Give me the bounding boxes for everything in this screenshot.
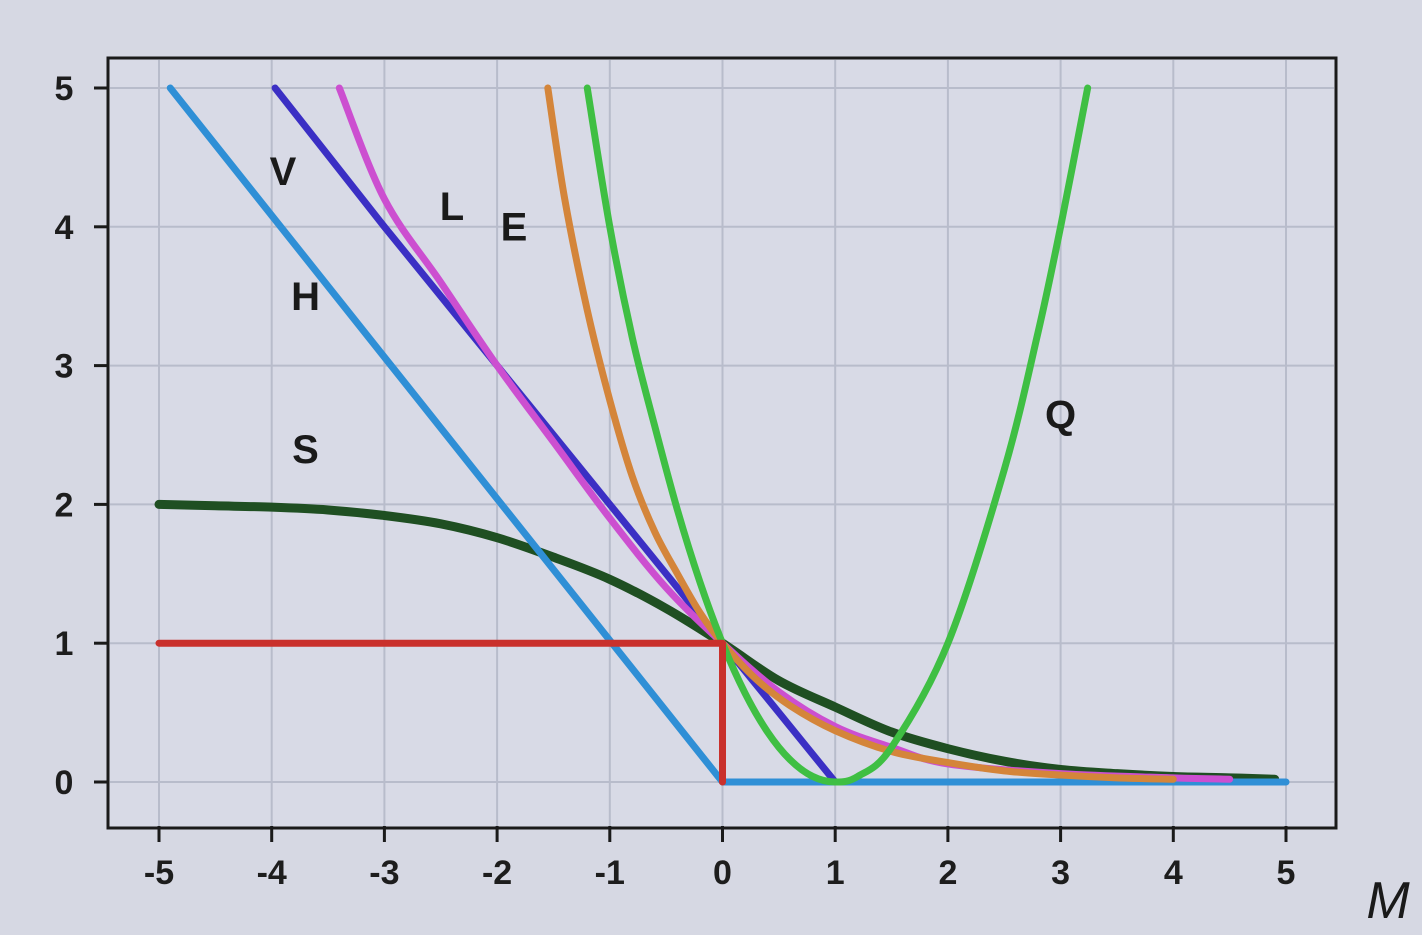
curve-label-h: H [291,275,320,319]
x-tick-label: -3 [369,854,399,892]
axes: -5 -4 -3 -2 -1 0 1 2 3 4 5 0 1 2 3 4 5 [55,70,1296,892]
x-tick-label: -4 [257,854,287,892]
x-tick-label: 1 [826,854,845,892]
series-line-q [583,84,1092,786]
x-tick-label: 2 [938,854,957,892]
curve-label-l: L [440,185,464,229]
y-tick-label: 2 [55,486,74,524]
y-tick-label: 3 [55,348,74,386]
x-tick-label: 4 [1164,854,1183,892]
x-axis-title: M [1366,872,1410,930]
curve-label-v: V [270,150,297,194]
x-tick-label: 5 [1277,854,1296,892]
curve-label-e: E [501,206,528,250]
x-tick-label: -5 [144,854,174,892]
y-tick-label: 4 [55,209,74,247]
x-tick-label: -2 [482,854,512,892]
x-tick-label: 3 [1051,854,1070,892]
series-line-red-step [155,639,726,786]
series [154,84,1290,786]
x-tick-label: -1 [595,854,625,892]
curve-labels: V H S L E Q [270,150,1077,472]
x-tick-label: 0 [713,854,732,892]
y-tick-label: 1 [55,625,74,663]
curve-label-s: S [292,428,319,472]
y-tick-label: 5 [55,70,74,108]
y-tick-label: 0 [55,764,74,802]
curve-label-q: Q [1045,393,1076,437]
